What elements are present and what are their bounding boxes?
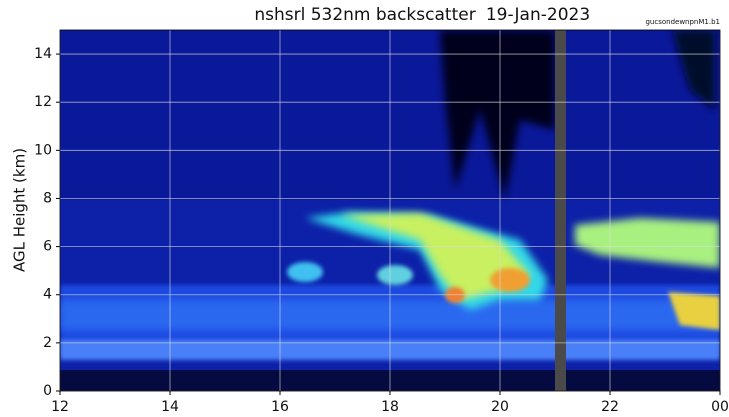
x-tick-label: 18 (381, 399, 399, 415)
cloud (287, 262, 323, 282)
y-tick-label: 12 (34, 94, 52, 110)
x-tick-label: 20 (491, 399, 509, 415)
y-axis-label: AGL Height (km) (11, 148, 29, 272)
y-tick-label: 4 (43, 287, 52, 303)
y-tick-label: 10 (34, 142, 52, 158)
chart-title: nshsrl 532nm backscatter (254, 5, 475, 25)
y-tick-label: 0 (43, 383, 52, 399)
x-tick-label: 16 (271, 399, 289, 415)
x-tick-label: 14 (161, 399, 179, 415)
chart-date: 19-Jan-2023 (486, 5, 590, 25)
cloud (377, 265, 413, 285)
source-label: gucsondewnpnM1.b1 (645, 18, 720, 26)
y-tick-label: 14 (34, 46, 52, 62)
y-tick-label: 2 (43, 335, 52, 351)
y-tick-label: 6 (43, 239, 52, 255)
y-tick-label: 8 (43, 190, 52, 206)
x-tick-label: 00 (711, 399, 729, 415)
x-tick-label: 22 (601, 399, 619, 415)
chart: nshsrl 532nm backscatter 19-Jan-2023 guc… (0, 0, 729, 417)
page: {"chart_data": {"type": "heatmap", "titl… (0, 0, 729, 417)
x-tick-label: 12 (51, 399, 69, 415)
cloud-core (490, 268, 530, 292)
missing-data (555, 30, 566, 391)
